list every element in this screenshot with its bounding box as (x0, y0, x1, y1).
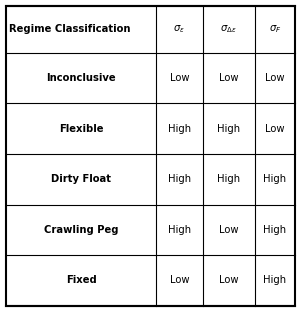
Text: Low: Low (265, 124, 284, 134)
Text: $\mathbf{\mathit{\sigma_{\epsilon}}}$: $\mathbf{\mathit{\sigma_{\epsilon}}}$ (173, 23, 185, 35)
Text: Low: Low (170, 275, 189, 285)
Text: Low: Low (265, 73, 284, 83)
Text: Dirty Float: Dirty Float (51, 174, 111, 184)
Text: $\mathbf{\mathit{\sigma_{F}}}$: $\mathbf{\mathit{\sigma_{F}}}$ (268, 23, 281, 35)
Text: Inconclusive: Inconclusive (46, 73, 116, 83)
Text: Fixed: Fixed (66, 275, 97, 285)
Text: Low: Low (219, 275, 238, 285)
Text: High: High (217, 174, 240, 184)
Text: Low: Low (170, 73, 189, 83)
Text: Low: Low (219, 225, 238, 235)
Text: High: High (263, 174, 286, 184)
Text: Flexible: Flexible (59, 124, 104, 134)
Text: High: High (263, 225, 286, 235)
Text: High: High (168, 174, 191, 184)
Text: Low: Low (219, 73, 238, 83)
Text: High: High (168, 225, 191, 235)
Text: High: High (168, 124, 191, 134)
Text: Crawling Peg: Crawling Peg (44, 225, 118, 235)
Text: Regime Classification: Regime Classification (10, 24, 131, 34)
Text: High: High (263, 275, 286, 285)
Text: $\mathbf{\mathit{\sigma_{\Delta\epsilon}}}$: $\mathbf{\mathit{\sigma_{\Delta\epsilon}… (220, 23, 237, 35)
Text: High: High (217, 124, 240, 134)
